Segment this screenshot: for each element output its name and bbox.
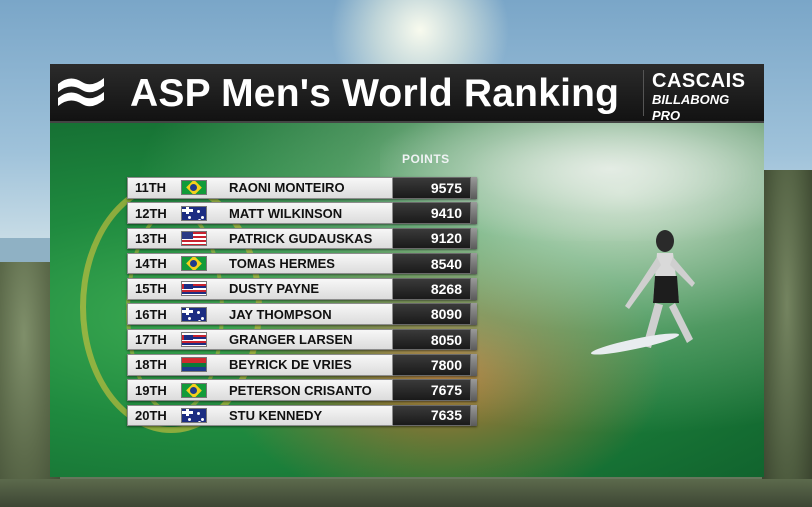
table-row: 12TH MATT WILKINSON 9410	[127, 202, 477, 224]
surfer-name: DUSTY PAYNE	[229, 281, 320, 297]
surfer-name: GRANGER LARSEN	[229, 332, 353, 348]
row-end-cap	[471, 252, 477, 275]
points-value: 9410	[393, 202, 471, 224]
table-row: 14TH TOMAS HERMES 8540	[127, 252, 477, 275]
rider-cell: 16TH JAY THOMPSON	[127, 303, 393, 325]
country-flag-icon	[181, 407, 207, 423]
row-end-cap	[471, 404, 477, 427]
surfer-name: PETERSON CRISANTO	[229, 382, 372, 398]
rank-label: 11TH	[135, 180, 167, 196]
rider-cell: 14TH TOMAS HERMES	[127, 252, 393, 275]
rank-label: 13TH	[135, 230, 167, 246]
surfer-name: RAONI MONTEIRO	[229, 180, 345, 196]
rider-cell: 20TH STU KENNEDY	[127, 404, 393, 427]
row-end-cap	[471, 177, 477, 199]
background-ground	[0, 479, 812, 507]
rank-label: 20TH	[135, 407, 167, 423]
row-end-cap	[471, 379, 477, 401]
points-value: 7635	[393, 404, 471, 427]
country-flag-icon	[181, 306, 207, 322]
event-sponsor-logo: CASCAIS BILLABONG PRO	[643, 70, 758, 123]
ranking-table: 11TH RAONI MONTEIRO 9575 12TH MATT WILKINSON…	[127, 177, 477, 430]
table-row: 11TH RAONI MONTEIRO 9575	[127, 177, 477, 199]
points-value: 8268	[393, 278, 471, 300]
page-title: ASP Men's World Ranking	[130, 72, 620, 115]
points-value: 7800	[393, 354, 471, 376]
points-value: 9575	[393, 177, 471, 199]
country-flag-icon	[181, 230, 207, 246]
rank-label: 15TH	[135, 281, 167, 297]
rank-label: 19TH	[135, 382, 167, 398]
table-row: 13TH PATRICK GUDAUSKAS 9120	[127, 227, 477, 250]
points-value: 9120	[393, 227, 471, 250]
points-value: 8540	[393, 252, 471, 275]
rider-cell: 13TH PATRICK GUDAUSKAS	[127, 227, 393, 250]
billabong-wave-icon	[58, 77, 104, 106]
rank-label: 17TH	[135, 332, 167, 348]
country-flag-icon	[181, 332, 207, 348]
rider-cell: 12TH MATT WILKINSON	[127, 202, 393, 224]
rider-cell: 17TH GRANGER LARSEN	[127, 328, 393, 351]
row-end-cap	[471, 202, 477, 224]
points-value: 8090	[393, 303, 471, 325]
rider-cell: 19TH PETERSON CRISANTO	[127, 379, 393, 401]
table-row: 19TH PETERSON CRISANTO 7675	[127, 379, 477, 401]
rank-label: 18TH	[135, 357, 167, 373]
surfer-name: MATT WILKINSON	[229, 205, 343, 221]
table-row: 17TH GRANGER LARSEN 8050	[127, 328, 477, 351]
billabong-logo	[50, 64, 112, 121]
sponsor-brand: BILLABONG PRO	[652, 92, 730, 123]
row-end-cap	[471, 278, 477, 300]
country-flag-icon	[181, 281, 207, 297]
surfer-name: STU KENNEDY	[229, 407, 323, 423]
surfer-figure	[625, 230, 695, 348]
points-value: 7675	[393, 379, 471, 401]
country-flag-icon	[181, 382, 207, 398]
country-flag-icon	[181, 180, 207, 196]
rider-cell: 18TH BEYRICK DE VRIES	[127, 354, 393, 376]
row-end-cap	[471, 354, 477, 376]
row-end-cap	[471, 227, 477, 250]
rank-label: 16TH	[135, 306, 167, 322]
table-row: 20TH STU KENNEDY 7635	[127, 404, 477, 427]
rider-cell: 11TH RAONI MONTEIRO	[127, 177, 393, 199]
background-foliage-right	[762, 170, 812, 507]
points-column-header: POINTS	[402, 152, 450, 166]
surfer-name: TOMAS HERMES	[229, 256, 335, 272]
rank-label: 12TH	[135, 205, 167, 221]
country-flag-icon	[181, 205, 207, 221]
country-flag-icon	[181, 256, 207, 272]
row-end-cap	[471, 303, 477, 325]
surfer-name: BEYRICK DE VRIES	[229, 357, 352, 373]
country-flag-icon	[181, 357, 207, 373]
rank-label: 14TH	[135, 256, 167, 272]
surfer-name: JAY THOMPSON	[229, 306, 332, 322]
table-row: 15TH DUSTY PAYNE 8268	[127, 278, 477, 300]
points-value: 8050	[393, 328, 471, 351]
table-row: 18TH BEYRICK DE VRIES 7800	[127, 354, 477, 376]
surfer-name: PATRICK GUDAUSKAS	[229, 230, 373, 246]
table-row: 16TH JAY THOMPSON 8090	[127, 303, 477, 325]
ranking-header-bar: ASP Men's World Ranking CASCAIS BILLABON…	[50, 64, 764, 123]
rider-cell: 15TH DUSTY PAYNE	[127, 278, 393, 300]
row-end-cap	[471, 328, 477, 351]
sponsor-event-name: CASCAIS	[652, 70, 746, 92]
